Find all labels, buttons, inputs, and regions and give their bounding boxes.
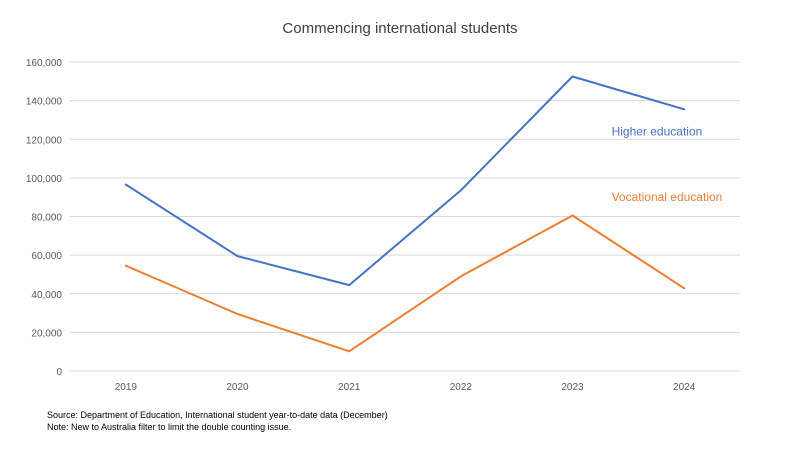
y-tick-label: 0	[56, 367, 62, 378]
y-tick-label: 80,000	[31, 213, 62, 224]
y-tick-label: 100,000	[26, 174, 63, 185]
series-label: Higher education	[612, 124, 703, 138]
y-tick-label: 20,000	[31, 328, 62, 339]
x-tick-label: 2021	[338, 382, 361, 393]
y-tick-label: 40,000	[31, 290, 62, 301]
series-line-higher-education	[124, 75, 686, 287]
chart-notes: Source: Department of Education, Interna…	[47, 409, 388, 433]
y-tick-label: 60,000	[31, 251, 62, 262]
series-line-vocational-education	[124, 214, 686, 353]
x-tick-label: 2023	[561, 382, 584, 393]
x-tick-label: 2019	[115, 382, 138, 393]
x-tick-label: 2024	[673, 382, 696, 393]
y-tick-label: 160,000	[26, 58, 63, 69]
y-tick-label: 140,000	[26, 97, 63, 108]
x-tick-label: 2020	[226, 382, 249, 393]
source-note: Source: Department of Education, Interna…	[47, 410, 388, 420]
y-tick-label: 120,000	[26, 135, 63, 146]
series-label: Vocational education	[612, 190, 723, 204]
chart-title: Commencing international students	[282, 20, 518, 37]
footnote: Note: New to Australia filter to limit t…	[47, 422, 292, 432]
x-tick-label: 2022	[450, 382, 473, 393]
